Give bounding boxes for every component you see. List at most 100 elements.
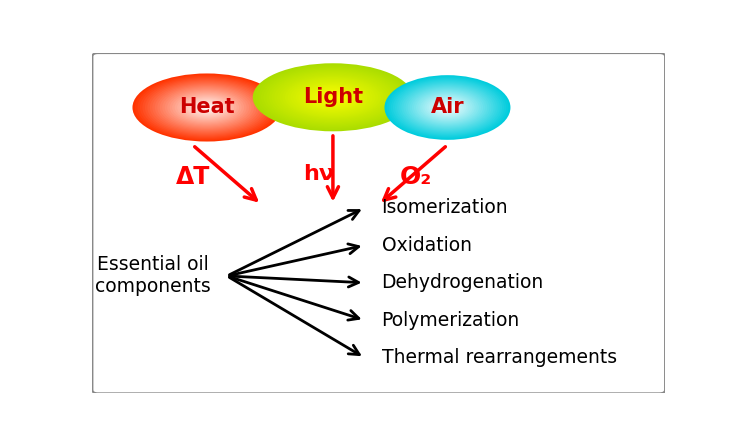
Ellipse shape	[384, 75, 511, 140]
Ellipse shape	[322, 93, 344, 102]
Ellipse shape	[304, 85, 362, 110]
Ellipse shape	[437, 102, 458, 113]
Ellipse shape	[137, 76, 276, 139]
Ellipse shape	[306, 86, 360, 109]
Ellipse shape	[263, 68, 403, 127]
Ellipse shape	[314, 89, 352, 105]
Ellipse shape	[399, 83, 496, 132]
Ellipse shape	[177, 94, 236, 121]
Text: ΔT: ΔT	[175, 165, 210, 189]
Ellipse shape	[429, 98, 466, 117]
Ellipse shape	[200, 104, 214, 111]
Ellipse shape	[282, 76, 384, 119]
Ellipse shape	[418, 92, 477, 122]
Text: Heat: Heat	[179, 98, 235, 118]
Ellipse shape	[408, 87, 487, 128]
Ellipse shape	[205, 107, 209, 109]
Ellipse shape	[150, 81, 264, 133]
Ellipse shape	[406, 86, 489, 129]
Ellipse shape	[439, 103, 456, 112]
Ellipse shape	[395, 80, 500, 134]
Ellipse shape	[163, 87, 251, 128]
Ellipse shape	[412, 89, 483, 126]
Ellipse shape	[258, 65, 408, 129]
Ellipse shape	[443, 105, 452, 110]
Ellipse shape	[424, 95, 471, 119]
Ellipse shape	[401, 84, 494, 131]
Ellipse shape	[391, 78, 504, 137]
Ellipse shape	[180, 95, 234, 120]
Ellipse shape	[170, 91, 244, 125]
Ellipse shape	[416, 91, 479, 124]
Ellipse shape	[317, 91, 349, 104]
Ellipse shape	[301, 84, 365, 111]
Ellipse shape	[435, 101, 460, 114]
Text: Oxidation: Oxidation	[381, 236, 471, 255]
Ellipse shape	[403, 85, 491, 130]
Ellipse shape	[296, 81, 370, 113]
Ellipse shape	[287, 78, 378, 117]
Ellipse shape	[261, 67, 405, 128]
Ellipse shape	[414, 90, 481, 125]
Text: Thermal rearrangements: Thermal rearrangements	[381, 348, 617, 367]
Ellipse shape	[446, 107, 449, 109]
Ellipse shape	[420, 94, 474, 122]
Ellipse shape	[426, 97, 469, 118]
Ellipse shape	[167, 89, 247, 126]
Ellipse shape	[327, 95, 338, 99]
Ellipse shape	[147, 80, 267, 135]
Ellipse shape	[309, 87, 357, 107]
Ellipse shape	[285, 77, 381, 118]
Ellipse shape	[325, 94, 341, 101]
Ellipse shape	[152, 83, 262, 133]
Ellipse shape	[160, 86, 254, 129]
Text: Light: Light	[303, 87, 363, 107]
Ellipse shape	[266, 69, 400, 126]
Ellipse shape	[389, 77, 506, 137]
Ellipse shape	[319, 91, 347, 103]
Ellipse shape	[154, 84, 259, 131]
Ellipse shape	[330, 96, 336, 99]
Ellipse shape	[409, 88, 486, 127]
Ellipse shape	[145, 79, 269, 136]
Ellipse shape	[157, 85, 256, 130]
Ellipse shape	[165, 88, 249, 127]
Ellipse shape	[132, 73, 282, 141]
Ellipse shape	[187, 99, 227, 117]
Ellipse shape	[194, 102, 219, 113]
Ellipse shape	[293, 80, 373, 114]
Ellipse shape	[197, 103, 217, 112]
Text: hν: hν	[303, 164, 334, 184]
Ellipse shape	[290, 79, 375, 115]
Ellipse shape	[269, 70, 397, 125]
Ellipse shape	[433, 100, 462, 115]
Ellipse shape	[174, 93, 239, 122]
Ellipse shape	[189, 99, 225, 115]
Ellipse shape	[397, 82, 498, 133]
Ellipse shape	[253, 63, 413, 131]
Ellipse shape	[277, 73, 389, 121]
Ellipse shape	[386, 76, 508, 139]
Ellipse shape	[298, 83, 368, 112]
Ellipse shape	[393, 80, 502, 136]
Ellipse shape	[441, 104, 454, 111]
Ellipse shape	[185, 97, 229, 118]
Ellipse shape	[256, 65, 410, 130]
Ellipse shape	[202, 105, 212, 110]
Ellipse shape	[172, 91, 242, 123]
Ellipse shape	[312, 88, 354, 107]
Text: Polymerization: Polymerization	[381, 311, 520, 330]
Ellipse shape	[422, 95, 473, 120]
Text: O₂: O₂	[400, 165, 432, 189]
FancyBboxPatch shape	[92, 53, 665, 393]
Text: Dehydrogenation: Dehydrogenation	[381, 273, 544, 292]
Ellipse shape	[431, 99, 464, 116]
Ellipse shape	[182, 96, 232, 119]
Ellipse shape	[143, 78, 271, 137]
Ellipse shape	[271, 71, 395, 123]
Ellipse shape	[140, 77, 274, 138]
Text: Essential oil
components: Essential oil components	[95, 255, 211, 297]
Ellipse shape	[274, 72, 392, 122]
Ellipse shape	[192, 101, 222, 114]
Ellipse shape	[135, 75, 279, 141]
